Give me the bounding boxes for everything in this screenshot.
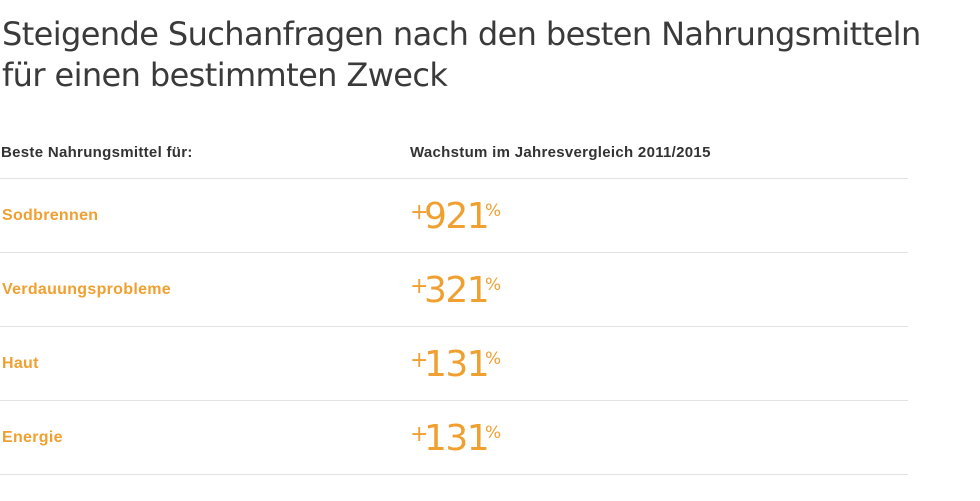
category-label: Energie [2, 429, 63, 446]
growth-number: 131 [424, 344, 490, 385]
growth-number: 131 [424, 418, 490, 459]
plus-sign: + [410, 274, 429, 299]
table-row: Energie + 131 % [0, 401, 908, 475]
percent-unit: % [485, 275, 502, 295]
chart-title: Steigende Suchanfragen nach den besten N… [2, 15, 921, 94]
category-label: Sodbrennen [2, 207, 99, 224]
percent-unit: % [485, 201, 502, 221]
table-row: Verdauungsprobleme + 321 % [0, 253, 908, 327]
plus-sign: + [410, 200, 429, 225]
growth-number: 321 [424, 270, 490, 311]
table-header-row: Beste Nahrungsmittel für: Wachstum im Ja… [0, 128, 908, 179]
percent-unit: % [485, 349, 502, 369]
growth-table: Beste Nahrungsmittel für: Wachstum im Ja… [0, 128, 908, 475]
plus-sign: + [410, 348, 429, 373]
category-label: Haut [2, 355, 39, 372]
column-header-category: Beste Nahrungsmittel für: [1, 144, 193, 161]
category-label: Verdauungsprobleme [2, 281, 171, 298]
table-row: Sodbrennen + 921 % [0, 179, 908, 253]
table-row: Haut + 131 % [0, 327, 908, 401]
plus-sign: + [410, 422, 429, 447]
column-header-growth: Wachstum im Jahresvergleich 2011/2015 [410, 144, 711, 161]
growth-number: 921 [424, 196, 490, 237]
percent-unit: % [485, 423, 502, 443]
